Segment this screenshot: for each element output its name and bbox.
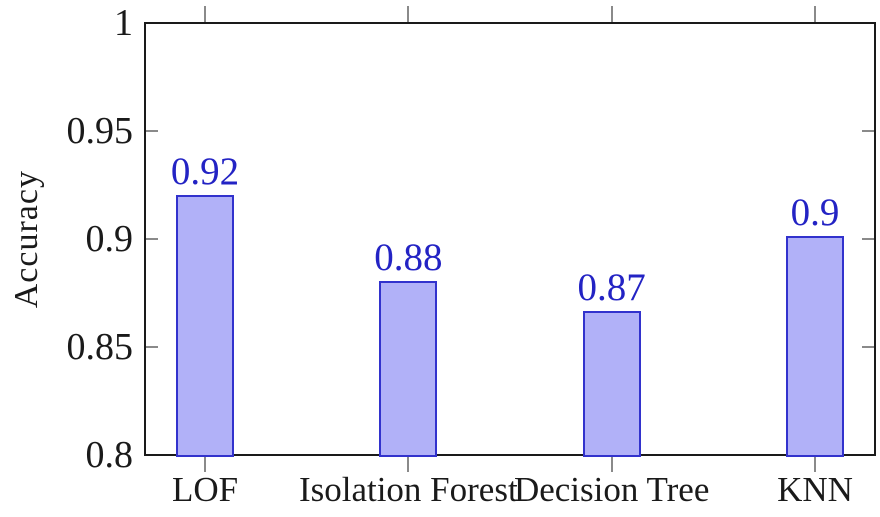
x-tick-mark-top <box>204 6 206 22</box>
x-tick-mark-bottom <box>814 456 816 472</box>
x-tick-mark-top <box>407 6 410 22</box>
x-tick-mark-bottom <box>610 456 613 472</box>
plot-frame <box>144 22 876 456</box>
x-tick-mark-top <box>814 6 816 22</box>
y-tick-mark-right <box>862 346 874 348</box>
y-tick-mark-right <box>862 238 874 240</box>
y-tick-mark-left <box>146 238 158 240</box>
y-tick-label: 0.85 <box>66 326 134 368</box>
x-tick-label: Isolation Forest <box>298 470 518 509</box>
y-tick-mark-right <box>862 130 874 132</box>
x-tick-label: LOF <box>171 470 239 509</box>
bar <box>176 194 234 457</box>
y-tick-label: 1 <box>114 2 133 44</box>
bar <box>582 311 641 457</box>
y-tick-label: 0.9 <box>85 218 134 260</box>
x-tick-mark-bottom <box>407 456 410 472</box>
bar-value-label: 0.87 <box>577 266 646 310</box>
bar <box>379 281 438 457</box>
bar-value-label: 0.88 <box>374 236 443 280</box>
y-tick-label: 0.8 <box>85 434 134 476</box>
bar <box>786 235 844 457</box>
x-tick-mark-bottom <box>204 456 206 472</box>
x-tick-mark-top <box>610 6 613 22</box>
bar-value-label: 0.9 <box>790 190 840 234</box>
y-tick-label: 0.95 <box>66 110 134 152</box>
x-tick-label: Decision Tree <box>513 470 710 509</box>
y-tick-mark-left <box>146 130 158 132</box>
y-tick-mark-left <box>146 346 158 348</box>
x-tick-label: KNN <box>777 470 853 509</box>
bar-value-label: 0.92 <box>170 149 240 193</box>
